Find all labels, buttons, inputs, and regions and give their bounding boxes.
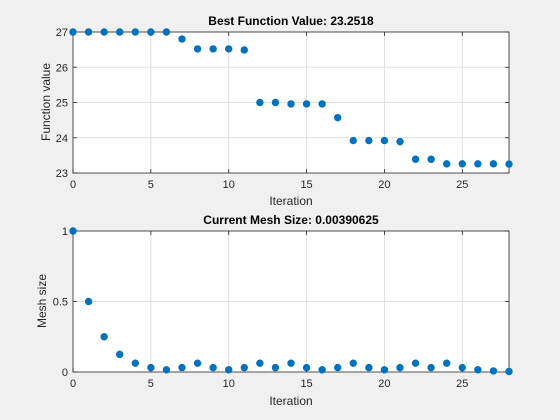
mesh-size-data-point-18: [349, 359, 357, 367]
mesh-size-x-tick-label-3: 15: [300, 378, 312, 390]
function-value-y-tick-label-3: 26: [56, 62, 68, 74]
mesh-size-y-tick-label-1: 0.5: [53, 297, 68, 309]
function-value-chart-title: Best Function Value: 23.2518: [208, 14, 374, 28]
function-value-data-point-23: [427, 155, 435, 163]
mesh-size-x-tick-label-4: 20: [378, 378, 390, 390]
function-value-data-point-21: [396, 137, 404, 146]
function-value-data-point-1: [84, 28, 93, 36]
mesh-size-y-axis-label: Mesh size: [35, 274, 49, 328]
mesh-size-chart: 0 5 10 15 20 25 0 0.5 1 Current Mesh Size: 0.003…: [35, 213, 513, 408]
function-value-data-point-28: [505, 160, 513, 168]
mesh-size-data-point-22: [411, 359, 420, 367]
function-value-x-tick-label-3: 15: [300, 179, 312, 191]
mesh-size-data-point-3: [116, 350, 124, 359]
mesh-size-x-axis-label: Iteration: [269, 394, 312, 408]
mesh-size-markers: [69, 227, 513, 376]
mesh-size-data-point-16: [318, 366, 326, 374]
mesh-size-data-point-8: [193, 359, 202, 367]
function-value-data-point-20: [380, 136, 389, 145]
function-value-chart: 0 5 10 15 20 25 23 24 25 26 27 Best Function Value…: [39, 14, 513, 208]
function-value-x-tick-label-2: 10: [223, 179, 235, 191]
function-value-data-point-4: [131, 28, 139, 36]
function-value-data-point-7: [178, 35, 186, 43]
mesh-size-data-point-13: [271, 363, 280, 372]
mesh-size-x-tick-label-2: 10: [223, 378, 235, 390]
function-value-data-point-22: [411, 155, 420, 163]
function-value-data-point-0: [69, 28, 77, 36]
mesh-size-data-point-6: [162, 366, 171, 374]
function-value-data-point-12: [256, 98, 264, 107]
mesh-size-data-point-11: [240, 363, 248, 372]
function-value-data-point-18: [349, 136, 357, 145]
function-value-data-point-9: [209, 45, 217, 53]
mesh-size-data-point-5: [147, 363, 155, 372]
function-value-x-axis-label: Iteration: [269, 194, 312, 208]
mesh-size-y-tick-label-0: 0: [62, 367, 68, 379]
mesh-size-data-point-14: [287, 359, 295, 367]
function-value-data-point-5: [147, 28, 155, 36]
function-value-data-point-17: [334, 113, 342, 122]
mesh-size-data-point-20: [380, 366, 389, 374]
mesh-size-data-point-25: [458, 363, 466, 372]
function-value-y-tick-label-4: 27: [56, 27, 68, 39]
function-value-data-point-11: [240, 46, 248, 54]
mesh-size-data-point-9: [209, 363, 217, 372]
function-value-data-point-14: [287, 100, 295, 108]
function-value-data-point-26: [474, 160, 482, 168]
function-value-x-tick-label-1: 5: [148, 179, 154, 191]
function-value-y-tick-label-0: 23: [56, 168, 68, 180]
function-value-x-tick-label-5: 25: [456, 179, 468, 191]
mesh-size-x-tick-label-0: 0: [70, 378, 76, 390]
mesh-size-data-point-15: [302, 363, 311, 372]
function-value-data-point-2: [100, 28, 108, 36]
function-value-data-point-10: [225, 45, 233, 53]
function-value-data-point-8: [193, 45, 202, 53]
function-value-data-point-27: [489, 160, 498, 168]
function-value-x-tick-label-0: 0: [70, 179, 76, 191]
function-value-data-point-13: [271, 98, 280, 107]
mesh-size-y-tick-label-2: 1: [62, 226, 68, 238]
mesh-size-data-point-4: [131, 359, 139, 367]
function-value-y-axis-label: Function value: [39, 63, 53, 141]
function-value-data-point-6: [162, 28, 171, 36]
function-value-data-point-19: [365, 136, 373, 145]
mesh-size-data-point-26: [474, 366, 482, 374]
mesh-size-data-point-24: [443, 359, 451, 367]
function-value-y-tick-label-1: 24: [56, 133, 68, 145]
mesh-size-data-point-21: [396, 363, 404, 372]
mesh-size-data-point-0: [69, 227, 77, 235]
mesh-size-data-point-10: [225, 366, 233, 374]
mesh-size-data-point-19: [365, 363, 373, 372]
mesh-size-data-point-23: [427, 363, 435, 372]
function-value-data-point-16: [318, 100, 326, 108]
mesh-size-data-point-1: [84, 297, 93, 306]
mesh-size-chart-title: Current Mesh Size: 0.00390625: [203, 213, 379, 227]
function-value-data-point-15: [302, 100, 311, 108]
mesh-size-x-tick-label-1: 5: [148, 378, 154, 390]
mesh-size-x-tick-label-5: 25: [456, 378, 468, 390]
function-value-data-point-25: [458, 160, 466, 168]
function-value-tick-labels: 0 5 10 15 20 25 23 24 25 26 27: [56, 27, 469, 191]
mesh-size-data-point-2: [100, 333, 108, 341]
mesh-size-data-point-17: [334, 363, 342, 372]
mesh-size-data-point-27: [489, 367, 498, 375]
function-value-markers: [69, 28, 513, 168]
function-value-data-point-24: [443, 160, 451, 168]
mesh-size-data-point-28: [505, 367, 513, 376]
function-value-data-point-3: [116, 28, 124, 36]
mesh-size-data-point-7: [178, 363, 186, 372]
mesh-size-tick-labels: 0 5 10 15 20 25 0 0.5 1: [53, 226, 469, 390]
function-value-x-tick-label-4: 20: [378, 179, 390, 191]
mesh-size-data-point-12: [256, 359, 264, 367]
function-value-y-tick-label-2: 25: [56, 98, 68, 110]
